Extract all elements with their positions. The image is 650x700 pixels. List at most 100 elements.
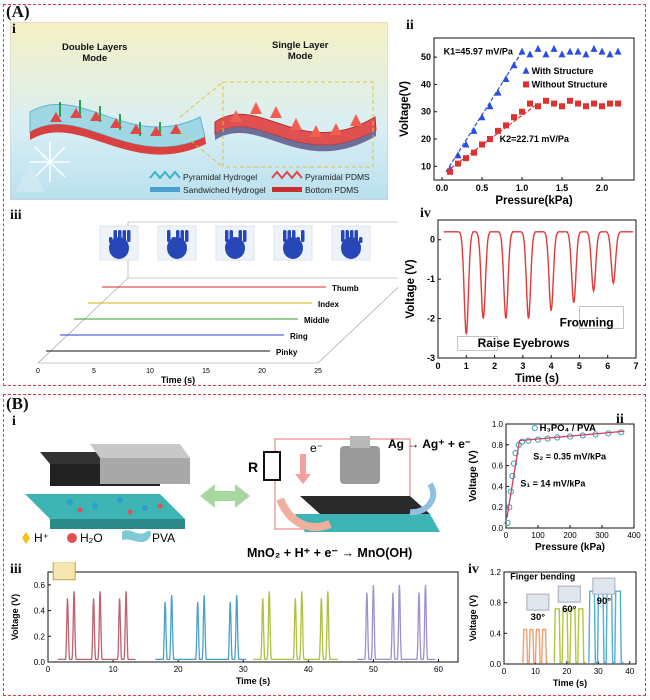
return-arrow-icon (409, 482, 437, 516)
species-legend: H⁺ H₂O PVA (22, 530, 175, 545)
angle-label: 90° (597, 596, 612, 607)
y-tick-label: 1.0 (492, 420, 504, 429)
y-tick-label: 0 (430, 235, 435, 245)
without-structure-point (519, 108, 525, 115)
y-tick-label: 40 (421, 79, 431, 89)
without-structure-point (567, 97, 573, 104)
without-structure-point (615, 100, 621, 107)
glove-finger (359, 237, 363, 243)
glove-palm (109, 237, 129, 259)
snowflake-icon (30, 142, 70, 182)
chart-b-iii: 0 10 20 30 40 50 60 0.0 0.2 0.4 0.6 Time (s) Voltage… (10, 553, 459, 686)
without-structure-point (527, 100, 533, 107)
with-structure-point (582, 50, 590, 58)
chart-b-iv: 0 10 20 30 40 0.0 0.4 0.8 1.2 Time (s) Voltage (V)… (468, 568, 637, 688)
finger-label-middle: Middle (304, 316, 330, 325)
glove-finger (109, 237, 113, 243)
x-tick-label: 200 (563, 531, 577, 540)
x-tick-label: 0.5 (476, 183, 489, 193)
glove-finger (167, 230, 171, 242)
double-arrow-icon (200, 484, 250, 508)
glove-finger (229, 230, 233, 242)
x-tick-label: 10 (109, 665, 118, 674)
resistor-label: R (248, 459, 258, 475)
keyboard-hand-icon (52, 561, 76, 581)
legend-pyramidal-pdms: Pyramidal PDMS (305, 172, 370, 182)
label-a-iii: iii (10, 208, 22, 223)
glove-icon (331, 225, 371, 261)
finger-bend-photo-icon (526, 593, 550, 611)
without-structure-point (511, 114, 517, 121)
label-a-iv: iv (420, 206, 431, 221)
without-structure-point (447, 168, 453, 175)
plot-frame (503, 571, 637, 665)
without-structure-point (607, 100, 613, 107)
y-tick-label: 30 (421, 107, 431, 117)
without-structure-point (535, 103, 541, 110)
x-tick-label: 0 (36, 368, 40, 375)
hydrogel-illustration: Pyramidal Hydrogel Sandwiched Hydrogel P… (9, 21, 389, 201)
key-press-trace-d (357, 584, 436, 661)
x-tick-label: 30 (239, 665, 248, 674)
electron-arrow-icon (295, 454, 311, 484)
legend-with-label: With Structure (532, 66, 594, 76)
without-structure-point (463, 155, 469, 162)
x-tick-label: 0 (46, 665, 51, 674)
x-axis-label: Time (s) (161, 375, 195, 385)
x-tick-label: 6 (605, 361, 610, 371)
y-tick-label: 0.0 (34, 658, 46, 667)
y-tick-label: 0.2 (492, 503, 504, 512)
panel-a-iv: iv 0 1 2 3 4 5 6 7 0 -1 -2 -3 Time (s) Voltage (V) Fro… (400, 206, 644, 388)
key-label-d: D (369, 562, 377, 565)
without-structure-point (543, 97, 549, 104)
without-structure-point (471, 149, 477, 156)
panel-b-iv: iv 0 10 20 30 40 0.0 0.4 0.8 1.2 Time (s) Voltage … (466, 562, 644, 694)
finger-bending-title: Finger bending (510, 572, 575, 582)
glove-finger (171, 237, 175, 243)
label-b-iv: iv (468, 562, 479, 577)
x-axis-label: Pressure(kPa) (495, 195, 573, 207)
chart-b-ii: 0 100 200 300 400 0.0 0.2 0.4 0.6 0.8 1.0 Pressure … (468, 420, 641, 553)
finger-label-thumb: Thumb (332, 284, 359, 293)
y-axis-label: Voltage (V) (10, 594, 20, 640)
finger-label-ring: Ring (290, 332, 308, 341)
legend-pyramidal-hydrogel: Pyramidal Hydrogel (183, 172, 257, 182)
k1-fit-line (445, 51, 523, 173)
bending-trace-2 (588, 590, 624, 664)
glove-finger (345, 230, 349, 242)
s1-label: S₁ = 14 mV/kPa (520, 478, 586, 488)
x-tick-label: 20 (258, 368, 266, 375)
panel-a-ii: ii 0.0 0.5 1.0 1.5 2.0 10 20 30 40 50 Pressure(kPa… (396, 18, 641, 208)
angle-label: 30° (531, 612, 546, 623)
panel-b-iii: iii 0 10 20 30 40 50 60 0.0 0.2 0.4 0.6 Time (s) Vol… (8, 553, 464, 694)
y-tick-label: -2 (427, 314, 435, 324)
with-structure-point (502, 74, 510, 82)
with-structure-point (518, 47, 526, 55)
with-structure-point (590, 44, 598, 52)
with-structure-point (462, 140, 470, 148)
panel-b-ii: ii 0 100 200 300 400 0.0 0.2 0.4 0.6 0.8 1.0 Pressu… (466, 410, 644, 560)
y-tick-label: 0.6 (492, 462, 504, 471)
without-structure-point (575, 100, 581, 107)
label-a-i: i (12, 22, 16, 37)
glove-finger (238, 230, 242, 242)
y-tick-label: 0.4 (492, 482, 504, 491)
label-a-ii: ii (406, 18, 414, 33)
y-axis-label: Voltage (V) (468, 595, 478, 641)
legend-without-label: Without Structure (532, 79, 608, 89)
y-tick-label: 0.4 (34, 607, 46, 616)
reaction-top: Ag → Ag⁺ + e⁻ (388, 437, 470, 451)
glove-icon (215, 225, 255, 261)
finger-bend-photo-icon (592, 577, 616, 595)
raise-eyebrows-face-icon (457, 336, 499, 351)
legend-with-marker (522, 66, 530, 74)
y-tick-label: 50 (421, 52, 431, 62)
y-tick-label: 10 (421, 161, 431, 171)
with-structure-point (566, 47, 574, 55)
y-axis-label: Voltage (V) (405, 259, 417, 318)
panel-b-letter: (B) (6, 394, 29, 413)
x-tick-label: 0.0 (436, 183, 449, 193)
x-tick-label: 300 (595, 531, 609, 540)
y-tick-label: 20 (421, 134, 431, 144)
y-tick-label: 0.2 (34, 632, 46, 641)
